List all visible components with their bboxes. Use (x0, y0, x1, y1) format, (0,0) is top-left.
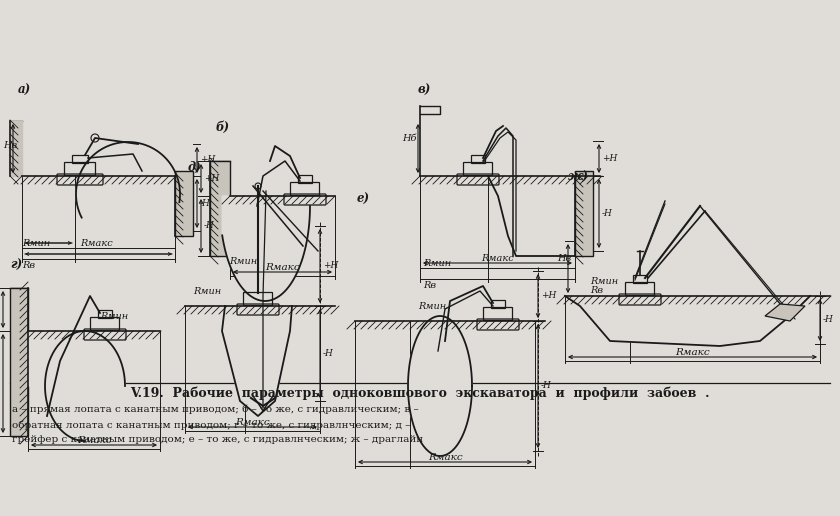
Text: Rмакс: Rмакс (428, 453, 462, 462)
Text: грейфер с канатным приводом; е – то же, с гидравлнческим; ж – драглайн: грейфер с канатным приводом; е – то же, … (12, 435, 423, 444)
Text: а): а) (18, 84, 31, 97)
Text: -H: -H (204, 221, 215, 231)
Text: Нв: Нв (557, 254, 571, 263)
Text: +H: +H (200, 155, 215, 165)
Polygon shape (10, 121, 22, 176)
Text: обратная лопата с канатным приводом; г – то же, с гидравлнческим; д –: обратная лопата с канатным приводом; г –… (12, 420, 411, 429)
Text: -H: -H (602, 209, 613, 218)
Text: Rмакс: Rмакс (76, 436, 112, 445)
Text: Rв: Rв (22, 261, 35, 270)
Polygon shape (28, 331, 125, 441)
Text: -H: -H (323, 349, 333, 358)
Polygon shape (223, 196, 310, 301)
Bar (210, 161, 230, 256)
Bar (98, 310, 112, 318)
Text: +H: +H (541, 292, 556, 300)
Polygon shape (565, 296, 810, 346)
Text: +H: +H (602, 154, 617, 163)
Text: Rв: Rв (423, 281, 436, 290)
Text: Нб: Нб (402, 134, 417, 143)
Bar (298, 175, 312, 183)
Text: -H: -H (823, 315, 834, 325)
Text: +H: +H (323, 262, 339, 270)
Polygon shape (765, 304, 805, 321)
Text: Rмакс: Rмакс (481, 254, 514, 263)
Text: Rмин: Rмин (229, 257, 257, 266)
Text: Rмакс: Rмакс (265, 263, 300, 272)
Bar (175, 171, 193, 236)
Polygon shape (76, 142, 180, 218)
Text: Rмин: Rмин (590, 277, 618, 286)
Polygon shape (408, 316, 472, 456)
Text: ж): ж) (568, 171, 589, 184)
Text: Rв: Rв (590, 286, 603, 295)
Text: Rмакс: Rмакс (80, 239, 113, 248)
Text: Rмин: Rмин (22, 239, 50, 248)
Polygon shape (222, 306, 292, 416)
Bar (633, 275, 647, 283)
Text: а – прямая лопата с канатным приводом; б – то же, с гидравлическим; в –: а – прямая лопата с канатным приводом; б… (12, 405, 419, 414)
Text: Rмин: Rмин (193, 287, 221, 296)
Text: +H: +H (204, 174, 219, 183)
Text: Rмакс: Rмакс (235, 418, 270, 427)
Text: в): в) (418, 84, 431, 97)
Text: V.19.  Рабочие  параметры  одноковшового  экскаватора  и  профили  забоев  .: V.19. Рабочие параметры одноковшового эк… (130, 387, 710, 400)
Bar (491, 300, 505, 308)
Text: Нв: Нв (3, 141, 17, 150)
Bar (575, 171, 593, 256)
Text: г): г) (10, 259, 22, 272)
Text: б): б) (216, 121, 230, 134)
Text: -H: -H (541, 381, 552, 391)
Bar (72, 155, 88, 163)
Text: Rмакс: Rмакс (675, 348, 710, 357)
Text: е): е) (357, 193, 370, 206)
Bar (10, 288, 28, 436)
Text: д): д) (188, 161, 202, 174)
Text: -H: -H (200, 199, 211, 208)
Bar (471, 155, 485, 163)
Text: Rмин: Rмин (418, 302, 446, 311)
Text: Rмин: Rмин (423, 259, 451, 268)
Text: Rмин: Rмин (100, 312, 129, 321)
